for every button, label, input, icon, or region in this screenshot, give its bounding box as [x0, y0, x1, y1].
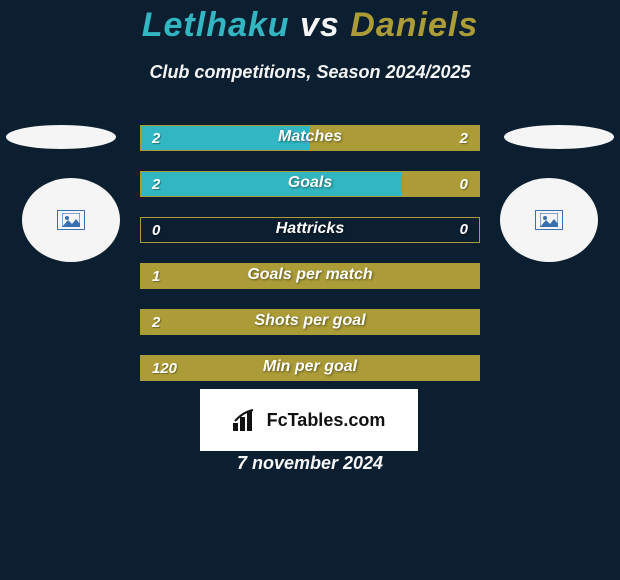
- comparison-bars: 22Matches20Goals00Hattricks1Goals per ma…: [140, 125, 480, 401]
- footer-date: 7 november 2024: [0, 453, 620, 474]
- bar-right-segment: 0: [402, 171, 480, 197]
- player1-avatar-icon: [57, 210, 85, 230]
- fctables-badge-text: FcTables.com: [267, 410, 386, 431]
- bar-left-value: 1: [152, 268, 160, 285]
- bar-right-value: 2: [460, 130, 468, 147]
- bar-left-segment: 0: [140, 217, 480, 243]
- bar-right-value: 0: [460, 176, 468, 193]
- bar-row: 22Matches: [140, 125, 480, 151]
- bar-row: 1Goals per match: [140, 263, 480, 289]
- bar-row: 20Goals: [140, 171, 480, 197]
- bar-left-segment: 2: [140, 171, 402, 197]
- vs-text: vs: [300, 6, 340, 44]
- bar-row: 2Shots per goal: [140, 309, 480, 335]
- bar-left-value: 2: [152, 314, 160, 331]
- bar-left-segment: 2: [140, 125, 310, 151]
- bar-left-segment: 1: [140, 263, 480, 289]
- bar-row: 00Hattricks: [140, 217, 480, 243]
- bar-left-value: 120: [152, 360, 177, 377]
- player2-team-ellipse: [504, 125, 614, 149]
- player1-avatar: [22, 178, 120, 262]
- fctables-badge: FcTables.com: [200, 389, 418, 451]
- bar-left-value: 2: [152, 176, 160, 193]
- player2-avatar-icon: [535, 210, 563, 230]
- bar-left-value: 0: [152, 222, 160, 239]
- bar-left-segment: 120: [140, 355, 480, 381]
- bar-right-segment: 2: [310, 125, 480, 151]
- player2-avatar: [500, 178, 598, 262]
- bar-right-value: 0: [460, 221, 468, 238]
- subtitle: Club competitions, Season 2024/2025: [0, 62, 620, 83]
- player1-name: Letlhaku: [142, 6, 290, 44]
- fctables-logo-icon: [233, 409, 261, 431]
- bar-left-segment: 2: [140, 309, 480, 335]
- player2-name: Daniels: [350, 6, 478, 44]
- page-title: Letlhaku vs Daniels: [0, 6, 620, 45]
- player1-team-ellipse: [6, 125, 116, 149]
- bar-row: 120Min per goal: [140, 355, 480, 381]
- bar-left-value: 2: [152, 130, 160, 147]
